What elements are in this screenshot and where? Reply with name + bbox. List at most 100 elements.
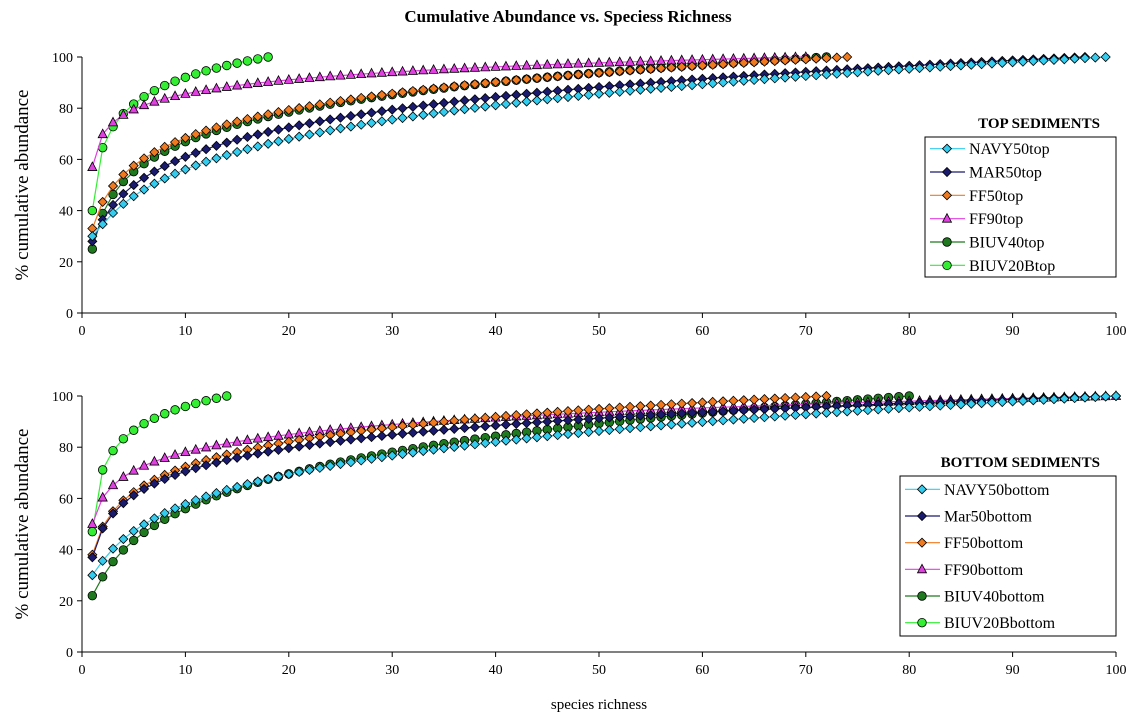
legend-item: BIUV20Btop [930,258,1055,275]
data-point [366,453,377,464]
data-point [294,131,305,142]
data-point [552,71,563,82]
x-tick-label: 30 [385,663,399,678]
data-point [335,123,346,134]
data-point [1007,396,1018,407]
data-point [304,439,315,451]
data-point [686,80,698,91]
data-point [966,59,977,70]
data-point [283,443,294,454]
legend-item: FF50bottom [905,535,1024,552]
data-point [821,407,832,418]
data-point [614,424,625,435]
data-point [118,533,129,545]
data-point [366,117,377,129]
data-point [263,126,274,137]
data-point [573,414,584,425]
data-point [449,423,460,434]
y-tick-label: 0 [66,307,73,322]
data-point [707,396,718,407]
data-point [335,112,346,123]
data-point [852,67,863,78]
data-point [800,391,811,403]
data-point [842,67,853,79]
data-point [583,57,594,68]
data-point [738,57,749,68]
data-point [645,83,656,94]
data-point [97,555,108,566]
data-point [139,527,149,538]
y-tick-label: 20 [59,595,73,610]
data-point [666,419,677,430]
data-point [180,72,191,83]
data-point [469,422,480,433]
data-point [376,116,387,127]
data-point [490,91,501,103]
data-point [418,64,429,75]
data-point [304,129,315,140]
data-point [614,411,625,423]
data-point [356,68,367,79]
data-point [97,128,108,139]
data-point [304,118,315,129]
data-point [294,120,305,131]
legend-title: BOTTOM SEDIMENTS [941,455,1100,471]
data-point [232,481,243,492]
data-point [531,73,543,84]
data-point [438,63,450,74]
data-point [1028,395,1039,406]
data-point [314,99,325,110]
series-line [91,395,1117,576]
data-point [242,56,253,66]
data-point [935,400,946,411]
data-point [552,415,563,426]
data-point [728,76,739,87]
data-point [624,56,636,66]
data-point [87,570,98,581]
legend-marker [941,166,953,178]
data-point [169,503,181,514]
data-point [159,161,170,172]
data-point [955,399,966,410]
data-point [87,552,98,563]
data-point [273,471,284,482]
data-point [107,116,119,127]
data-point [407,447,418,458]
data-point [160,409,170,419]
data-point [1079,53,1091,64]
x-axis-label: species richness [551,697,647,713]
data-point [686,417,698,428]
data-point [552,58,563,69]
legend-item: NAVY50bottom [905,482,1050,499]
data-point [407,85,418,97]
data-point [335,435,346,446]
data-point [108,556,118,567]
data-point [924,401,935,412]
data-point [428,108,439,119]
data-point [614,66,625,77]
x-tick-label: 10 [178,663,192,678]
data-point [294,466,305,478]
data-point [707,59,718,70]
data-point [222,60,232,71]
data-point [201,460,212,471]
data-point [335,69,346,80]
legend: BOTTOM SEDIMENTS NAVY50bottom Mar50bottom F… [899,455,1117,637]
data-point [180,401,191,412]
data-point [655,420,667,431]
data-point [521,96,532,107]
data-point [325,125,336,136]
data-point [107,508,119,519]
data-point [139,418,149,429]
data-point [500,60,512,71]
data-point [325,437,336,448]
data-point [490,100,501,111]
data-point [655,399,667,410]
legend-marker [917,617,927,628]
data-point [500,435,512,446]
data-point [655,82,667,93]
data-point [645,63,656,75]
data-point [780,72,791,83]
x-tick-label: 50 [592,324,606,339]
data-point [1017,56,1029,67]
